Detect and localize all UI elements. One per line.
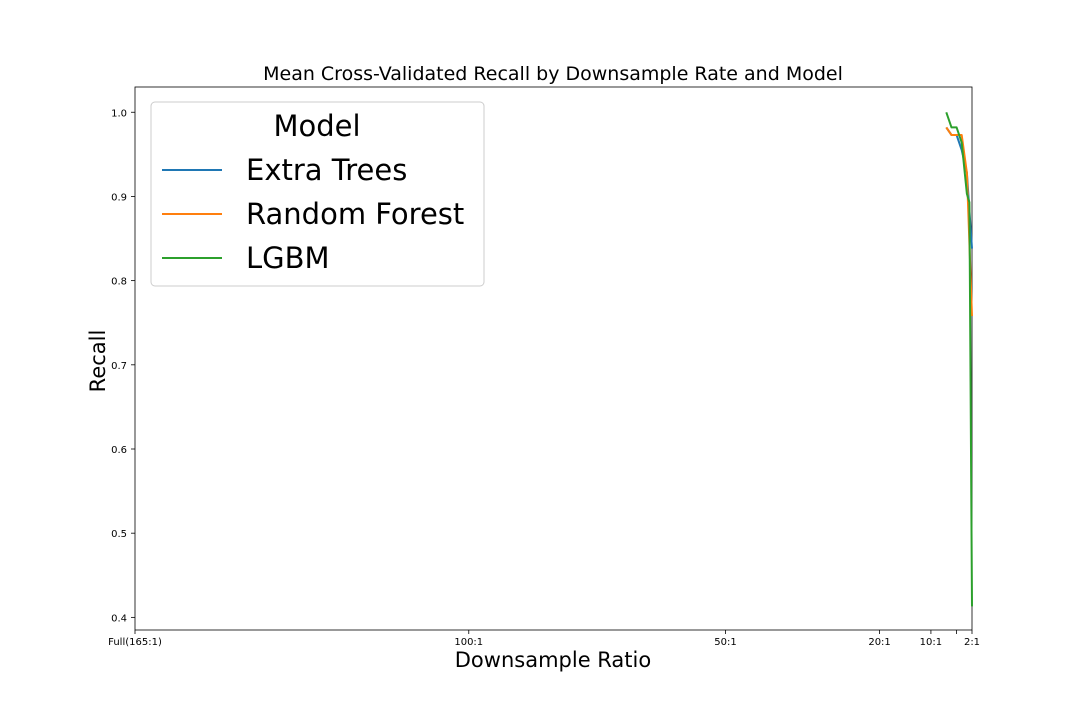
legend-entries: Extra Trees Random Forest LGBM — [162, 153, 464, 275]
x-axis: Full(165:1) 100:1 50:1 20:1 10:1 2:1 — [108, 630, 980, 648]
legend-box — [150, 101, 485, 287]
x-tick-label: Full(165:1) — [108, 637, 162, 648]
y-tick-label: 0.5 — [111, 529, 127, 540]
x-tick-label: 10:1 — [920, 637, 942, 648]
legend-label: LGBM — [246, 241, 330, 275]
y-tick-label: 0.6 — [111, 445, 127, 456]
y-tick-label: 0.4 — [111, 613, 127, 624]
x-axis-label: Downsample Ratio — [455, 648, 651, 672]
x-tick-label: 100:1 — [454, 637, 483, 648]
y-tick-label: 0.7 — [111, 361, 127, 372]
legend: Model Extra Trees Random Forest LGBM — [150, 101, 485, 287]
legend-label: Extra Trees — [246, 153, 407, 187]
y-axis: 0.4 0.5 0.6 0.7 0.8 0.9 1.0 — [111, 108, 135, 624]
legend-title: Model — [273, 109, 360, 143]
x-tick-label: 2:1 — [964, 637, 980, 648]
y-tick-label: 0.8 — [111, 277, 127, 288]
y-tick-label: 1.0 — [111, 108, 127, 119]
series-line — [945, 111, 973, 607]
x-tick-label: 50:1 — [714, 637, 736, 648]
series-lines — [945, 111, 973, 607]
y-axis-label: Recall — [86, 330, 110, 393]
chart-title: Mean Cross-Validated Recall by Downsampl… — [263, 63, 843, 85]
legend-label: Random Forest — [246, 197, 464, 231]
y-tick-label: 0.9 — [111, 192, 127, 203]
x-tick-label: 20:1 — [868, 637, 890, 648]
